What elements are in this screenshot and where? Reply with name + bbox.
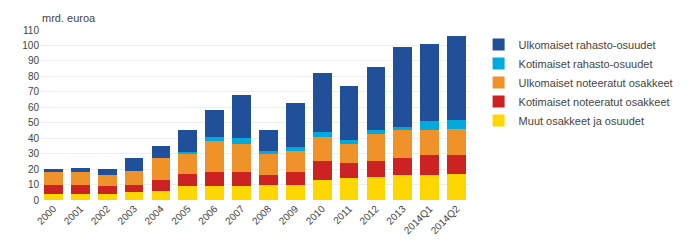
svg-text:Muut osakkeet ja osuudet: Muut osakkeet ja osuudet xyxy=(519,115,644,127)
svg-text:110: 110 xyxy=(23,25,39,36)
svg-text:80: 80 xyxy=(28,71,40,82)
svg-text:30: 30 xyxy=(28,148,40,159)
svg-text:2003: 2003 xyxy=(115,203,139,227)
svg-text:Kotimaiset rahasto-osuudet: Kotimaiset rahasto-osuudet xyxy=(519,58,653,70)
svg-text:Kotimaiset noteeratut osakkeet: Kotimaiset noteeratut osakkeet xyxy=(519,96,670,108)
svg-text:20: 20 xyxy=(28,164,40,175)
svg-text:0: 0 xyxy=(33,195,39,206)
svg-text:2010: 2010 xyxy=(304,203,328,227)
svg-text:50: 50 xyxy=(28,117,40,128)
svg-text:Ulkomaiset noteeratut osakkeet: Ulkomaiset noteeratut osakkeet xyxy=(519,77,673,89)
svg-text:2009: 2009 xyxy=(277,203,301,227)
svg-text:2011: 2011 xyxy=(331,203,354,226)
svg-text:60: 60 xyxy=(28,102,40,113)
svg-text:2007: 2007 xyxy=(223,203,247,227)
svg-text:mrd. euroa: mrd. euroa xyxy=(42,12,96,24)
svg-text:2006: 2006 xyxy=(196,203,220,227)
svg-text:2014Q1: 2014Q1 xyxy=(402,203,435,236)
svg-text:2014Q2: 2014Q2 xyxy=(429,203,462,236)
svg-text:2008: 2008 xyxy=(250,203,274,227)
svg-text:2004: 2004 xyxy=(142,203,166,227)
svg-text:Ulkomaiset rahasto-osuudet: Ulkomaiset rahasto-osuudet xyxy=(519,39,656,51)
svg-text:70: 70 xyxy=(28,86,40,97)
svg-text:100: 100 xyxy=(22,40,39,51)
svg-text:10: 10 xyxy=(28,179,40,190)
svg-text:2005: 2005 xyxy=(169,203,193,227)
svg-text:40: 40 xyxy=(28,133,40,144)
svg-text:2012: 2012 xyxy=(357,203,381,227)
svg-text:2000: 2000 xyxy=(35,203,59,227)
svg-text:90: 90 xyxy=(28,55,40,66)
svg-text:2002: 2002 xyxy=(89,203,113,227)
svg-text:2001: 2001 xyxy=(62,203,86,227)
svg-text:2013: 2013 xyxy=(384,203,408,227)
